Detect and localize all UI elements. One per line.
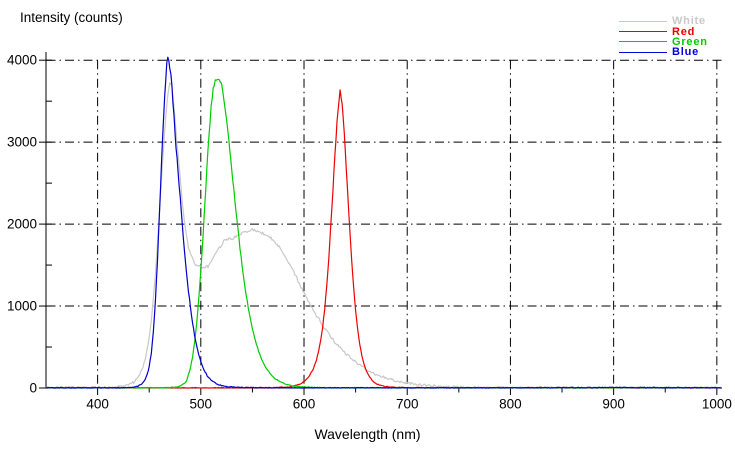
x-tick-label-800: 800	[499, 397, 522, 412]
x-tick-label-1000: 1000	[702, 397, 732, 412]
legend-label-white: White	[672, 15, 706, 28]
legend-item-white: White	[619, 15, 708, 28]
legend-label-blue: Blue	[672, 46, 700, 59]
x-axis-title: Wavelength (nm)	[314, 426, 421, 442]
x-tick-label-600: 600	[293, 397, 316, 412]
x-tick-label-700: 700	[396, 397, 419, 412]
legend-label-green: Green	[672, 35, 708, 48]
legend-label-red: Red	[672, 25, 696, 38]
legend-item-green: Green	[619, 35, 708, 48]
x-tick-label-900: 900	[602, 397, 625, 412]
y-tick-label-0: 0	[29, 381, 37, 396]
legend-item-red: Red	[619, 25, 708, 38]
legend-line-sample-blue	[619, 51, 667, 53]
x-tick-label-400: 400	[86, 397, 109, 412]
series-red-curve	[46, 89, 722, 389]
legend: White Red Green Blue	[619, 16, 708, 58]
x-tick-label-500: 500	[190, 397, 213, 412]
legend-line-sample-white	[619, 20, 667, 22]
y-axis-title: Intensity (counts)	[20, 10, 123, 25]
series-white-curve	[45, 82, 722, 389]
y-tick-label-4000: 4000	[7, 53, 37, 68]
y-tick-label-2000: 2000	[7, 217, 37, 232]
series-green-curve	[45, 78, 722, 389]
series-blue-curve	[45, 56, 722, 389]
y-tick-label-3000: 3000	[7, 135, 37, 150]
y-tick-label-1000: 1000	[7, 299, 37, 314]
legend-item-blue: Blue	[619, 46, 708, 59]
legend-line-sample-red	[619, 31, 667, 33]
legend-line-sample-green	[619, 41, 667, 43]
